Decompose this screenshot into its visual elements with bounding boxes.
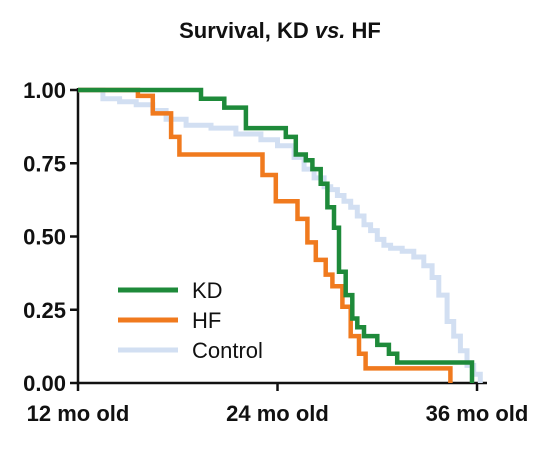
y-tick-label: 0.25 <box>23 298 66 323</box>
chart-title-part: Survival, KD <box>179 18 315 43</box>
legend-label-control: Control <box>192 338 263 363</box>
chart-title-part: vs. <box>315 18 346 43</box>
series-line-hf <box>78 87 453 383</box>
series-line-control <box>78 87 483 383</box>
x-tick-label: 12 mo old <box>27 401 130 426</box>
x-tick-label: 36 mo old <box>426 401 529 426</box>
series-line-kd <box>78 87 475 383</box>
y-tick-label: 0.50 <box>23 225 66 250</box>
chart-title-part: HF <box>345 18 380 43</box>
legend-label-kd: KD <box>192 278 223 303</box>
chart-title: Survival, KD vs. HF <box>179 18 381 43</box>
legend-label-hf: HF <box>192 308 221 333</box>
x-tick-label: 24 mo old <box>226 401 329 426</box>
y-tick-label: 1.00 <box>23 78 66 103</box>
y-tick-label: 0.75 <box>23 151 66 176</box>
y-tick-label: 0.00 <box>23 371 66 396</box>
legend: KD HF Control <box>118 278 263 363</box>
series-layer <box>78 87 483 383</box>
axes: 0.00 0.25 0.50 0.75 1.00 12 mo old 24 mo old 36… <box>23 78 528 426</box>
